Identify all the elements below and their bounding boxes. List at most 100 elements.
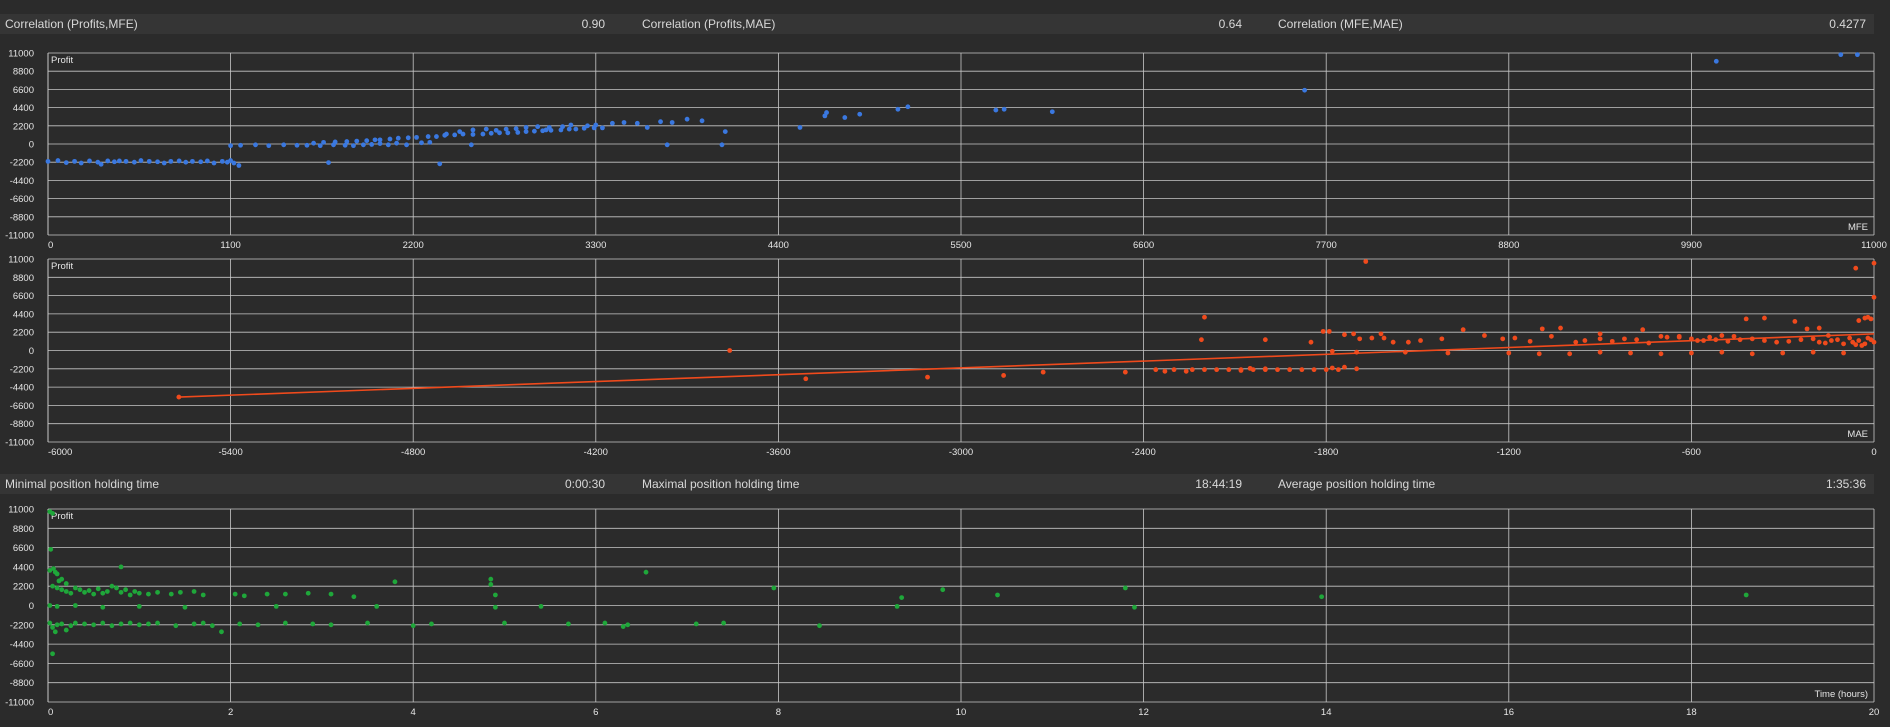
x-tick-label: 6600 xyxy=(1133,240,1154,251)
data-point xyxy=(1634,337,1640,343)
data-point xyxy=(1810,349,1816,355)
data-point xyxy=(50,625,55,630)
data-point xyxy=(54,622,60,628)
data-point xyxy=(112,159,117,165)
data-point xyxy=(1695,338,1700,343)
x-tick-label: 5500 xyxy=(950,240,971,251)
y-tick-label: -2200 xyxy=(10,620,34,631)
data-point xyxy=(369,142,375,147)
x-tick-label: -2400 xyxy=(1131,447,1155,458)
data-point xyxy=(342,142,348,148)
data-point xyxy=(1335,367,1341,373)
data-point xyxy=(1445,350,1451,356)
data-point xyxy=(425,134,431,139)
data-point xyxy=(1825,333,1831,338)
data-point xyxy=(1841,341,1846,347)
data-point xyxy=(1527,338,1533,344)
data-point xyxy=(602,620,608,626)
data-point xyxy=(719,142,725,148)
data-point xyxy=(1153,367,1159,373)
y-tick-label: -6600 xyxy=(10,401,34,412)
data-point xyxy=(1342,332,1347,338)
data-point xyxy=(183,159,189,165)
data-point xyxy=(535,124,541,130)
data-point xyxy=(1402,349,1408,355)
data-point xyxy=(515,130,521,135)
data-point xyxy=(253,142,258,148)
data-point xyxy=(497,130,502,136)
corr-profits-mfe-label: Correlation (Profits,MFE) xyxy=(5,17,138,31)
data-point xyxy=(1320,328,1326,334)
data-point xyxy=(566,126,572,132)
data-point xyxy=(600,125,605,131)
x-tick-label: 0 xyxy=(48,707,53,718)
data-point xyxy=(59,576,65,582)
data-point xyxy=(684,116,690,122)
data-point xyxy=(803,376,809,382)
data-point xyxy=(1743,592,1749,598)
data-point xyxy=(727,348,733,353)
data-point xyxy=(634,120,640,126)
x-tick-label: -600 xyxy=(1682,447,1701,458)
data-point xyxy=(1162,368,1168,374)
data-point xyxy=(48,546,54,552)
data-point xyxy=(1762,315,1767,321)
y-tick-label: -8800 xyxy=(10,212,34,223)
data-point xyxy=(364,138,370,144)
data-point xyxy=(1731,333,1737,339)
data-point xyxy=(1299,367,1305,373)
data-point xyxy=(1351,331,1356,337)
data-point xyxy=(643,569,649,575)
data-point xyxy=(468,142,474,148)
data-point xyxy=(236,163,242,168)
data-point xyxy=(452,132,458,138)
data-point xyxy=(237,621,243,627)
data-point xyxy=(1378,331,1384,337)
data-point xyxy=(434,134,439,139)
data-point xyxy=(1247,365,1253,371)
data-point xyxy=(310,621,316,627)
x-axis-title: MAE xyxy=(1847,429,1868,440)
data-point xyxy=(1262,366,1268,372)
x-tick-label: 1100 xyxy=(220,240,240,251)
y-tick-label: -4400 xyxy=(10,383,34,394)
data-point xyxy=(72,603,78,608)
data-point xyxy=(282,620,288,626)
data-point xyxy=(1040,369,1046,375)
data-point xyxy=(1573,339,1579,345)
data-point xyxy=(1418,338,1423,343)
data-point xyxy=(68,623,74,629)
data-point xyxy=(1689,350,1694,356)
x-tick-label: 9900 xyxy=(1681,240,1702,251)
x-tick-label: -6000 xyxy=(48,447,72,458)
x-tick-label: 3300 xyxy=(585,240,606,251)
y-tick-label: 6600 xyxy=(13,543,34,554)
data-point xyxy=(136,603,142,609)
data-point xyxy=(610,120,615,126)
data-point xyxy=(1323,367,1329,373)
data-point xyxy=(664,142,670,148)
y-tick-label: -6600 xyxy=(10,194,34,205)
data-point xyxy=(505,130,511,136)
y-axis-title: Profit xyxy=(51,55,74,66)
data-point xyxy=(925,374,930,380)
data-point xyxy=(1780,350,1786,356)
data-point xyxy=(1308,339,1314,345)
y-tick-label: -11000 xyxy=(5,231,34,242)
data-point xyxy=(1816,325,1822,331)
data-point xyxy=(68,590,74,596)
data-point xyxy=(281,142,287,148)
data-point xyxy=(361,142,366,148)
data-point xyxy=(155,620,160,626)
data-point xyxy=(328,591,334,597)
data-point xyxy=(1558,325,1563,331)
data-point xyxy=(1609,338,1615,344)
data-point xyxy=(1713,337,1719,343)
data-point xyxy=(109,583,115,589)
data-point xyxy=(1354,366,1360,372)
data-point xyxy=(1390,339,1396,345)
data-point xyxy=(232,591,238,597)
corr-profits-mae-label: Correlation (Profits,MAE) xyxy=(642,17,776,31)
data-point xyxy=(995,592,1000,598)
data-point xyxy=(155,589,160,595)
